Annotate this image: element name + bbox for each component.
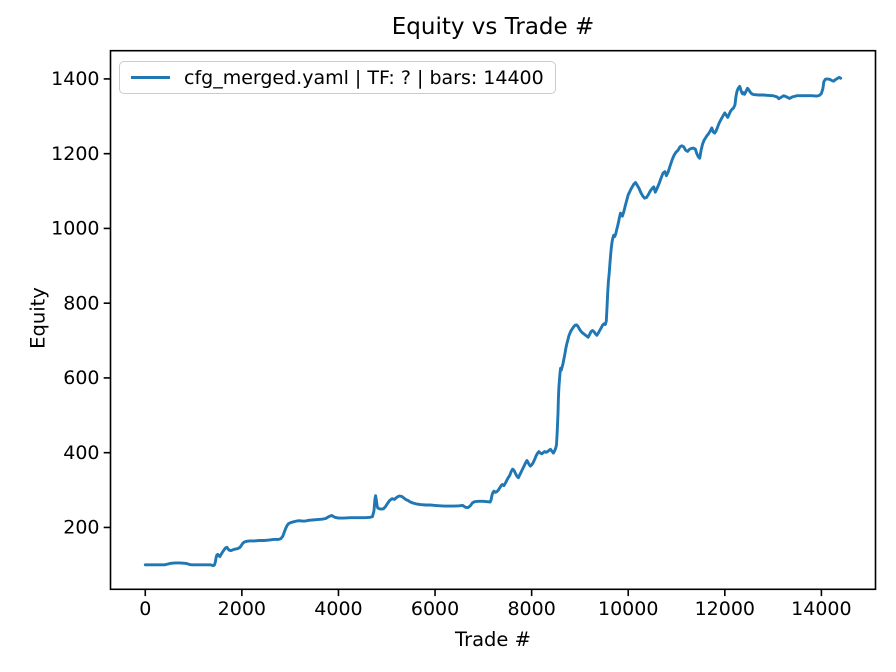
- y-tick-label: 400: [63, 442, 99, 464]
- x-tick-label: 8000: [507, 598, 555, 620]
- y-axis-label: Equity: [26, 287, 50, 349]
- legend-label: cfg_merged.yaml | TF: ? | bars: 14400: [184, 66, 544, 89]
- x-tick-label: 12000: [695, 598, 755, 620]
- chart-title: Equity vs Trade #: [391, 14, 595, 40]
- y-tick-label: 800: [63, 292, 99, 314]
- axes-spines: [109, 49, 877, 591]
- x-tick-label: 0: [139, 598, 151, 620]
- legend: cfg_merged.yaml | TF: ? | bars: 14400: [119, 61, 556, 94]
- legend-line-sample: [131, 75, 170, 80]
- x-tick-label: 2000: [218, 598, 266, 620]
- x-axis-label: Trade #: [455, 628, 531, 651]
- x-tick-label: 14000: [791, 598, 851, 620]
- y-tick-label: 1400: [51, 68, 99, 90]
- x-tick-label: 10000: [598, 598, 658, 620]
- y-tick-label: 1000: [51, 218, 99, 240]
- y-tick-label: 600: [63, 367, 99, 389]
- equity-line: [143, 75, 843, 568]
- x-tick-label: 6000: [411, 598, 459, 620]
- y-tick-label: 1200: [51, 143, 99, 165]
- y-tick-label: 200: [63, 517, 99, 539]
- x-tick-label: 4000: [314, 598, 362, 620]
